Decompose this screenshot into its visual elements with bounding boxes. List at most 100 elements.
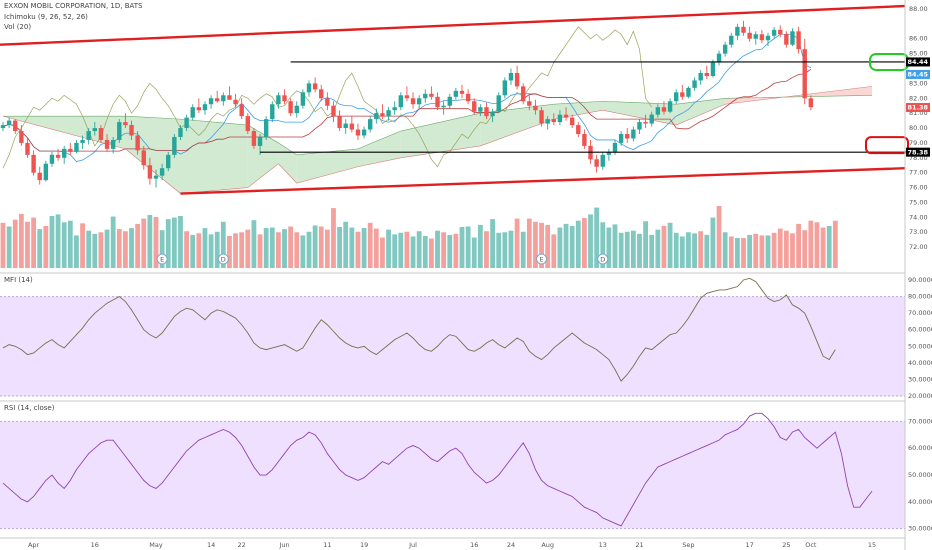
volume-bar bbox=[116, 229, 122, 268]
volume-bar bbox=[735, 238, 740, 268]
candle-body bbox=[771, 29, 777, 36]
candle-body bbox=[398, 95, 403, 108]
candlesticks bbox=[0, 20, 814, 188]
candle-body bbox=[722, 44, 728, 54]
chikou-line bbox=[2, 26, 653, 169]
candle-body bbox=[527, 101, 532, 106]
volume-bar bbox=[716, 206, 722, 268]
candle-body bbox=[551, 119, 556, 123]
candle-body bbox=[300, 92, 306, 106]
volume-bar bbox=[398, 232, 404, 268]
price-tag-close-bg bbox=[906, 103, 930, 113]
volume-bar bbox=[135, 223, 141, 268]
volume-bar bbox=[533, 221, 538, 268]
volume-bar bbox=[759, 235, 765, 268]
volume-bar bbox=[582, 218, 587, 268]
candle-body bbox=[796, 31, 801, 50]
lower-trendline bbox=[180, 167, 906, 195]
candle-body bbox=[380, 113, 385, 117]
drawings[interactable] bbox=[0, 4, 909, 195]
volume-bar bbox=[790, 233, 795, 268]
rsi-band bbox=[0, 421, 905, 529]
volume-bar bbox=[92, 233, 98, 268]
mfi-tick-label: 60.0000 bbox=[908, 326, 932, 334]
volume-bar bbox=[220, 221, 226, 268]
candle-body bbox=[545, 119, 550, 124]
price-tick-label: 83.00 bbox=[909, 79, 928, 87]
candle-body bbox=[319, 89, 324, 99]
candle-body bbox=[178, 128, 183, 137]
candle-body bbox=[80, 139, 85, 143]
volume-bar bbox=[588, 214, 593, 268]
volume-bar bbox=[306, 231, 312, 268]
volume-bar bbox=[361, 228, 367, 268]
candle-body bbox=[282, 95, 287, 102]
candle-body bbox=[343, 123, 348, 129]
volume-bar bbox=[655, 229, 661, 268]
candle-body bbox=[576, 125, 581, 134]
volume-bar bbox=[447, 234, 453, 268]
cloud-segment bbox=[480, 104, 554, 146]
candle-body bbox=[37, 172, 42, 181]
rsi-pane[interactable]: RSI (14, close) 70.0000 60.0000 50.0000 40.… bbox=[0, 400, 932, 533]
time-tick-label: Jun bbox=[278, 541, 289, 549]
rsi-tick-label: 30.0000 bbox=[908, 525, 932, 533]
candle-body bbox=[215, 98, 220, 102]
price-tag-support-bg bbox=[906, 147, 930, 157]
volume-bar bbox=[86, 230, 92, 268]
candle-body bbox=[263, 119, 269, 137]
volume-bar bbox=[49, 215, 55, 268]
candle-body bbox=[508, 72, 514, 81]
volume-bar bbox=[141, 218, 147, 268]
volume-bar bbox=[692, 233, 697, 268]
volume-bar bbox=[61, 222, 67, 268]
candle-body bbox=[484, 107, 489, 117]
mfi-pane[interactable]: MFI (14) 90.0000 80.0000 70.0000 60.0000 50.… bbox=[0, 272, 932, 400]
price-tag-tenkan-bg bbox=[906, 69, 930, 79]
volume-bar bbox=[722, 232, 728, 268]
candle-body bbox=[790, 31, 795, 45]
price-axis[interactable]: 88.00 86.00 85.00 83.00 82.00 81.00 80.00 79.00… bbox=[906, 5, 930, 251]
volume-bar bbox=[435, 230, 440, 268]
volume-bar bbox=[630, 230, 636, 268]
volume-bar bbox=[184, 231, 189, 268]
candle-body bbox=[19, 131, 24, 143]
time-tick-label: 22 bbox=[238, 541, 246, 549]
event-letter: E bbox=[540, 256, 544, 264]
volume-bar bbox=[667, 222, 673, 268]
price-pane[interactable]: E D E D EXXON MOBIL CORPORATION, 1D, BATS I… bbox=[0, 0, 909, 272]
volume-bar bbox=[386, 229, 391, 268]
volume-bar bbox=[820, 227, 826, 268]
volume-bar bbox=[557, 227, 563, 268]
time-tick-label: Apr bbox=[28, 541, 40, 549]
volume-bar bbox=[704, 234, 710, 268]
candle-body bbox=[716, 53, 722, 63]
mfi-label: MFI (14) bbox=[4, 276, 33, 284]
candle-body bbox=[747, 32, 752, 39]
volume-bar bbox=[153, 217, 159, 268]
candle-body bbox=[68, 148, 73, 152]
volume-bar bbox=[312, 225, 318, 268]
time-tick-label: 24 bbox=[507, 541, 515, 549]
candle-body bbox=[661, 107, 667, 112]
mfi-axis: 90.0000 80.0000 70.0000 60.0000 50.0000 40.00… bbox=[908, 276, 932, 400]
candle-body bbox=[208, 98, 214, 105]
rsi-tick-label: 70.0000 bbox=[908, 417, 932, 425]
volume-bar bbox=[171, 217, 177, 268]
volume-bar bbox=[355, 231, 361, 268]
volume-bar bbox=[74, 235, 79, 268]
volume-bar bbox=[832, 220, 838, 268]
rsi-label: RSI (14, close) bbox=[4, 404, 55, 412]
time-axis[interactable]: Apr 16 May 14 22 Jun 11 19 Jul 16 24 Aug 13 21 Sep 17 25… bbox=[0, 537, 905, 549]
volume-bar bbox=[300, 235, 306, 268]
volume-bar bbox=[190, 234, 196, 268]
volume-bar bbox=[404, 231, 410, 268]
candle-body bbox=[349, 123, 355, 130]
volume-bars bbox=[0, 206, 838, 268]
time-tick-label: 16 bbox=[91, 541, 99, 549]
volume-bar bbox=[324, 229, 330, 268]
volume-bar bbox=[98, 232, 104, 268]
candle-body bbox=[533, 105, 538, 111]
